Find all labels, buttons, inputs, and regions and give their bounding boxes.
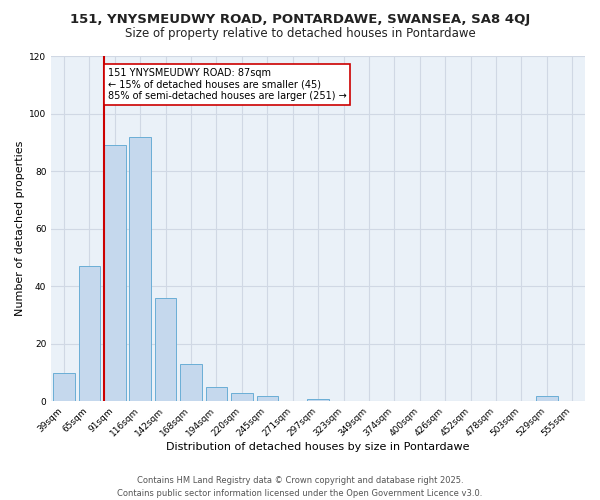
Bar bbox=[130, 136, 151, 402]
Text: Contains HM Land Registry data © Crown copyright and database right 2025.
Contai: Contains HM Land Registry data © Crown c… bbox=[118, 476, 482, 498]
Text: 151, YNYSMEUDWY ROAD, PONTARDAWE, SWANSEA, SA8 4QJ: 151, YNYSMEUDWY ROAD, PONTARDAWE, SWANSE… bbox=[70, 12, 530, 26]
Bar bbox=[53, 372, 75, 402]
Bar bbox=[104, 145, 125, 402]
Bar bbox=[180, 364, 202, 402]
Bar bbox=[307, 398, 329, 402]
Bar bbox=[257, 396, 278, 402]
Text: Size of property relative to detached houses in Pontardawe: Size of property relative to detached ho… bbox=[125, 28, 475, 40]
X-axis label: Distribution of detached houses by size in Pontardawe: Distribution of detached houses by size … bbox=[166, 442, 470, 452]
Text: 151 YNYSMEUDWY ROAD: 87sqm
← 15% of detached houses are smaller (45)
85% of semi: 151 YNYSMEUDWY ROAD: 87sqm ← 15% of deta… bbox=[108, 68, 347, 100]
Y-axis label: Number of detached properties: Number of detached properties bbox=[15, 141, 25, 316]
Bar bbox=[536, 396, 557, 402]
Bar bbox=[155, 298, 176, 402]
Bar bbox=[206, 387, 227, 402]
Bar bbox=[79, 266, 100, 402]
Bar bbox=[231, 393, 253, 402]
